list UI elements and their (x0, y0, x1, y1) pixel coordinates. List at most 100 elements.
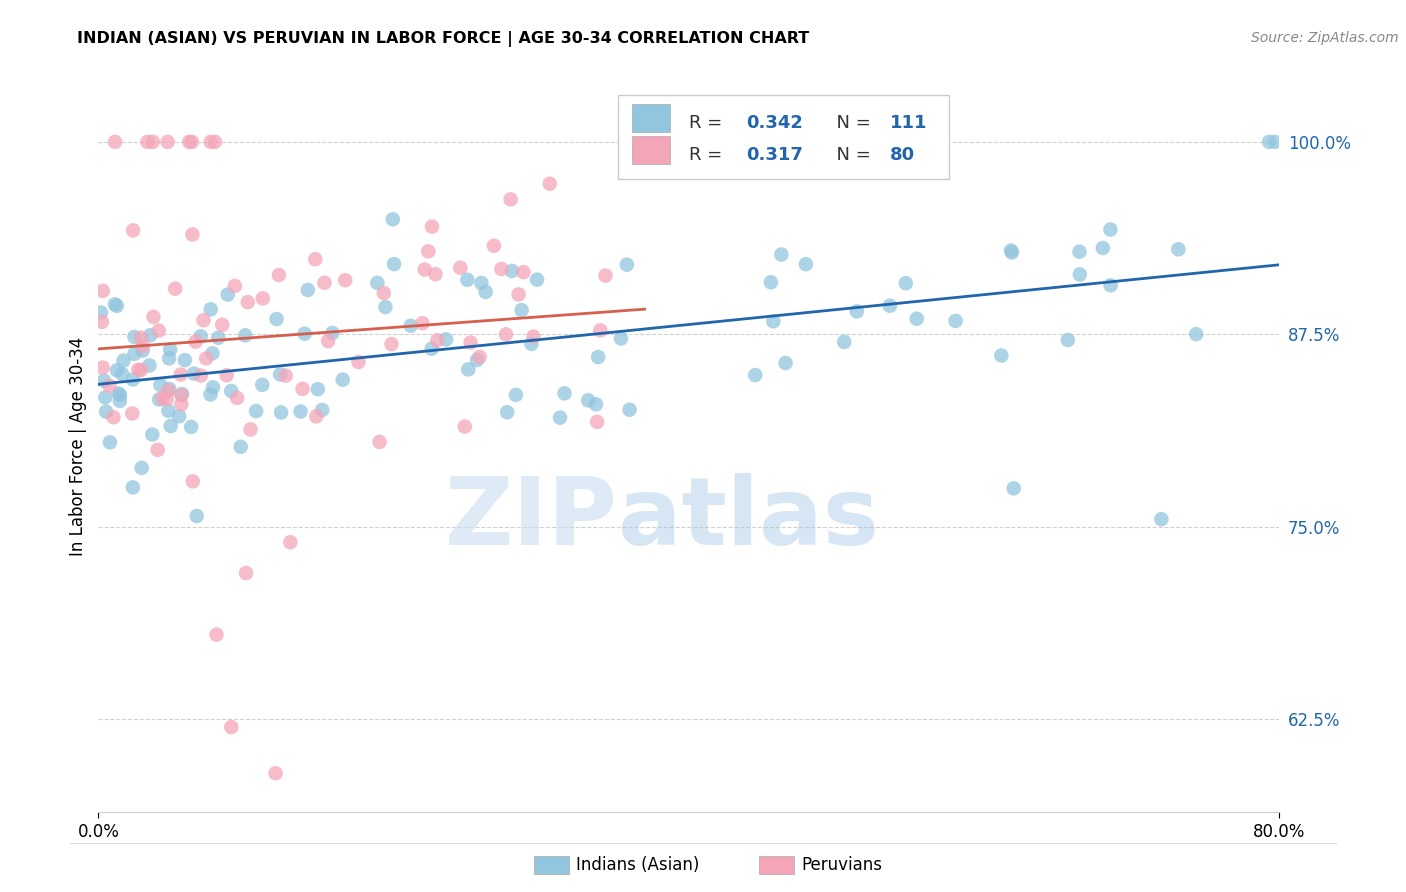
Point (181, 475, 204, 489)
Text: atlas: atlas (619, 473, 879, 566)
Point (111, 367, 134, 381)
Point (744, 368, 766, 382)
Point (366, 276, 388, 290)
Text: 0.317: 0.317 (745, 146, 803, 164)
Point (526, 272, 548, 286)
Point (990, 349, 1012, 363)
Text: N =: N = (825, 113, 876, 132)
Point (124, 347, 146, 361)
Point (465, 353, 488, 368)
Point (294, 326, 316, 341)
Point (200, 135, 222, 149)
Point (170, 397, 193, 411)
Point (105, 363, 128, 377)
Point (215, 368, 238, 383)
Point (1000, 244, 1022, 258)
Point (129, 363, 152, 377)
Point (181, 227, 204, 242)
Point (794, 257, 817, 271)
Point (122, 372, 145, 386)
Point (157, 351, 180, 366)
Point (149, 378, 172, 392)
Point (585, 397, 607, 411)
Point (217, 287, 239, 301)
Point (224, 279, 246, 293)
Point (380, 337, 402, 351)
Text: R =: R = (689, 146, 728, 164)
Text: 0.342: 0.342 (745, 113, 803, 132)
Point (420, 342, 443, 356)
Point (332, 373, 354, 387)
Point (314, 276, 336, 290)
Point (205, 627, 228, 641)
Point (291, 382, 314, 396)
Point (226, 391, 249, 405)
Point (468, 350, 491, 364)
Point (586, 415, 609, 429)
Point (91, 360, 114, 375)
Point (105, 299, 128, 313)
Text: N =: N = (825, 146, 876, 164)
Point (267, 268, 290, 282)
Point (193, 313, 215, 327)
Point (495, 327, 517, 342)
Point (148, 392, 170, 407)
Point (316, 334, 339, 348)
Point (770, 247, 793, 261)
Point (142, 135, 165, 149)
Point (103, 410, 125, 425)
Point (449, 260, 471, 275)
Point (554, 386, 576, 401)
Point (508, 287, 530, 301)
Point (1069, 268, 1091, 282)
Point (170, 368, 193, 382)
Point (170, 388, 193, 402)
Point (1167, 242, 1189, 256)
Point (522, 329, 544, 343)
Point (121, 407, 143, 421)
Point (136, 135, 159, 149)
Point (538, 177, 561, 191)
Point (915, 156, 938, 170)
Point (204, 135, 226, 149)
Point (264, 766, 287, 780)
Point (619, 402, 641, 417)
Point (399, 318, 422, 333)
Point (510, 303, 533, 318)
Point (104, 297, 127, 311)
Point (190, 329, 212, 343)
Point (159, 343, 181, 357)
Point (201, 380, 224, 394)
Point (307, 382, 329, 396)
Point (132, 339, 155, 353)
Point (576, 393, 599, 408)
Point (98, 435, 121, 450)
Point (368, 434, 391, 449)
Point (454, 419, 477, 434)
Point (425, 267, 447, 281)
Point (347, 355, 370, 369)
Point (186, 509, 208, 524)
Point (146, 442, 169, 457)
Point (122, 223, 145, 237)
Point (505, 388, 527, 402)
Point (512, 265, 534, 279)
Point (131, 343, 153, 358)
Point (183, 367, 205, 381)
Point (456, 273, 478, 287)
Point (879, 299, 901, 313)
Point (94, 391, 117, 405)
Point (499, 193, 522, 207)
Point (91, 315, 114, 329)
Point (595, 268, 617, 283)
Point (1091, 241, 1114, 255)
Point (179, 135, 201, 149)
Point (201, 346, 224, 360)
Point (474, 285, 496, 299)
Point (252, 377, 274, 392)
Point (420, 219, 443, 234)
Point (418, 244, 440, 259)
Text: 111: 111 (890, 113, 927, 132)
Point (139, 328, 162, 343)
Point (221, 720, 243, 734)
